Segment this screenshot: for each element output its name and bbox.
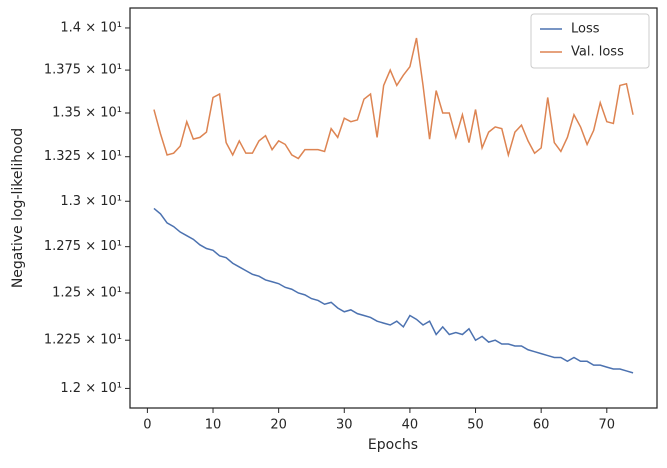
x-tick-label: 70 [599,418,616,433]
y-axis-label: Negative log-likelihood [10,128,26,288]
y-tick-label: 1.375 × 10¹ [44,63,122,78]
y-tick-label: 1.35 × 10¹ [52,106,122,121]
x-tick-label: 30 [336,418,353,433]
x-tick-label: 40 [402,418,419,433]
x-tick-label: 0 [143,418,151,433]
line-series [153,37,634,160]
y-tick-label: 1.275 × 10¹ [44,239,122,254]
y-tick-label: 1.4 × 10¹ [60,20,122,35]
x-tick-label: 50 [467,418,484,433]
y-tick-label: 1.325 × 10¹ [44,149,122,164]
legend [530,13,650,69]
y-tick-label: 1.25 × 10¹ [52,285,122,300]
legend-label: Val. loss [571,45,624,60]
y-tick-label: 1.3 × 10¹ [60,194,122,209]
legend-label: Loss [571,22,600,37]
x-axis-label: Epochs [368,437,418,453]
x-tick-label: 10 [205,418,222,433]
y-tick-label: 1.2 × 10¹ [60,381,122,396]
x-tick-label: 60 [533,418,550,433]
line-series [153,207,634,374]
plot-frame [129,7,658,409]
y-tick-label: 1.225 × 10¹ [44,333,122,348]
x-tick-label: 20 [270,418,287,433]
